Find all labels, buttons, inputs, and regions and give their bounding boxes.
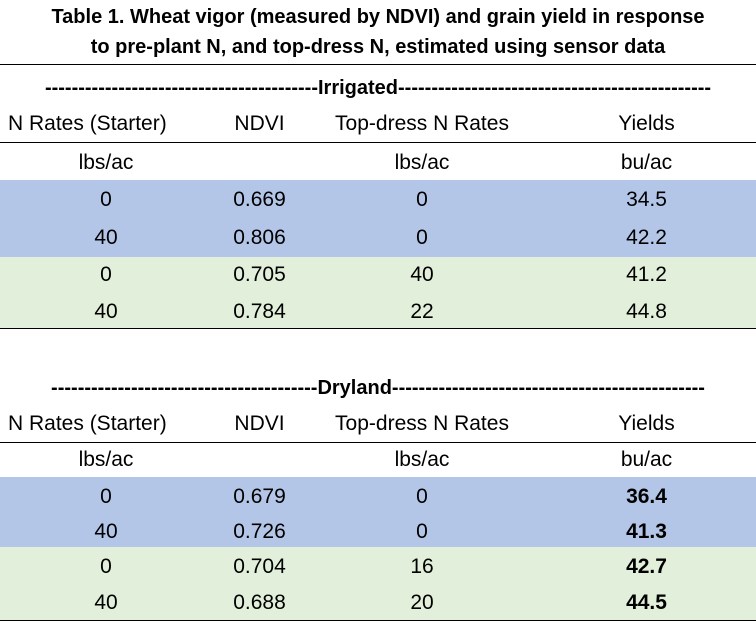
cell-ndvi: 0.688	[233, 591, 286, 614]
unit-n-rates-starter: lbs/ac	[78, 151, 134, 174]
table-row: 0 0.705 40 41.2	[0, 257, 756, 293]
table-title-line-1: Table 1. Wheat vigor (measured by NDVI) …	[51, 6, 705, 28]
unit-top-dress: lbs/ac	[394, 151, 450, 174]
col-header-top-dress: Top-dress N Rates	[335, 112, 509, 135]
cell-n-rate: 40	[94, 520, 118, 543]
irrigated-blue-band	[0, 180, 756, 257]
cell-ndvi: 0.669	[233, 188, 286, 211]
unit-top-dress: lbs/ac	[394, 448, 450, 471]
cell-yield: 41.3	[626, 520, 667, 543]
table-row: 40 0.688 20 44.5	[0, 585, 756, 621]
irrigated-section-divider: ----------------------------------------…	[44, 77, 712, 99]
dryland-blue-band	[0, 477, 756, 547]
unit-ndvi	[212, 145, 307, 181]
cell-yield: 41.2	[626, 263, 667, 286]
cell-yield: 42.2	[626, 226, 667, 249]
cell-yield: 42.7	[626, 555, 667, 578]
rule-top	[0, 64, 756, 65]
cell-top-dress: 0	[416, 226, 428, 249]
cell-ndvi: 0.705	[233, 263, 286, 286]
rule-dryland-header	[0, 442, 756, 443]
cell-ndvi: 0.726	[233, 520, 286, 543]
col-header-yields: Yields	[618, 412, 675, 435]
col-header-ndvi: NDVI	[234, 112, 285, 135]
irrigated-units-row: lbs/ac lbs/ac bu/ac	[0, 145, 756, 181]
col-header-ndvi: NDVI	[234, 412, 285, 435]
table-row: 0 0.669 0 34.5	[0, 182, 756, 218]
dryland-header-row: N Rates (Starter) NDVI Top-dress N Rates…	[0, 406, 756, 442]
cell-yield: 44.8	[626, 300, 667, 323]
cell-yield: 36.4	[626, 485, 667, 508]
cell-n-rate: 0	[100, 485, 112, 508]
table-row: 40 0.726 0 41.3	[0, 514, 756, 550]
cell-top-dress: 0	[416, 188, 428, 211]
cell-n-rate: 40	[94, 300, 118, 323]
cell-n-rate: 40	[94, 591, 118, 614]
cell-top-dress: 40	[410, 263, 434, 286]
table-row: 0 0.704 16 42.7	[0, 549, 756, 585]
rule-dryland-bottom	[0, 620, 756, 621]
unit-ndvi	[212, 442, 307, 478]
cell-top-dress: 20	[410, 591, 434, 614]
col-header-n-rates-starter: N Rates (Starter)	[8, 412, 167, 435]
cell-top-dress: 0	[416, 520, 428, 543]
cell-ndvi: 0.784	[233, 300, 286, 323]
cell-yield: 44.5	[626, 591, 667, 614]
cell-ndvi: 0.679	[233, 485, 286, 508]
table-row: 40 0.806 0 42.2	[0, 220, 756, 256]
cell-ndvi: 0.806	[233, 226, 286, 249]
rule-irrigated-header	[0, 142, 756, 143]
table-row: 0 0.679 0 36.4	[0, 479, 756, 515]
table-row: 40 0.784 22 44.8	[0, 294, 756, 330]
cell-n-rate: 0	[100, 188, 112, 211]
unit-n-rates-starter: lbs/ac	[78, 448, 134, 471]
col-header-top-dress: Top-dress N Rates	[335, 412, 509, 435]
cell-n-rate: 0	[100, 263, 112, 286]
cell-ndvi: 0.704	[233, 555, 286, 578]
cell-top-dress: 0	[416, 485, 428, 508]
dryland-section-divider: ----------------------------------------…	[51, 377, 705, 399]
unit-yields: bu/ac	[620, 151, 673, 174]
rule-irrigated-bottom	[0, 328, 756, 329]
cell-top-dress: 16	[410, 555, 434, 578]
table-title: Table 1. Wheat vigor (measured by NDVI) …	[0, 2, 756, 62]
col-header-n-rates-starter: N Rates (Starter)	[8, 112, 167, 135]
dryland-units-row: lbs/ac lbs/ac bu/ac	[0, 442, 756, 478]
table-title-line-2: to pre-plant N, and top-dress N, estimat…	[90, 36, 666, 58]
col-header-yields: Yields	[618, 112, 675, 135]
irrigated-green-band	[0, 257, 756, 329]
cell-top-dress: 22	[410, 300, 434, 323]
unit-yields: bu/ac	[620, 448, 673, 471]
cell-n-rate: 0	[100, 555, 112, 578]
irrigated-header-row: N Rates (Starter) NDVI Top-dress N Rates…	[0, 106, 756, 142]
cell-yield: 34.5	[626, 188, 667, 211]
dryland-green-band	[0, 547, 756, 620]
cell-n-rate: 40	[94, 226, 118, 249]
